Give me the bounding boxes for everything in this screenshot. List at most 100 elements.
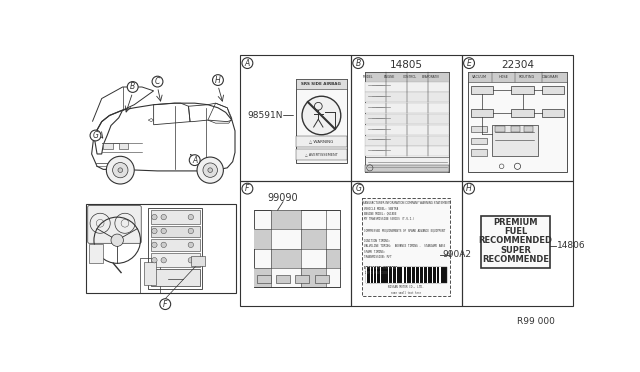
Bar: [271, 210, 301, 230]
Text: △ AVERTISSEMENT: △ AVERTISSEMENT: [305, 153, 338, 157]
Bar: [481, 216, 550, 268]
Bar: [542, 109, 564, 117]
Text: A: A: [192, 155, 197, 165]
Circle shape: [208, 168, 212, 173]
Text: A: A: [244, 59, 250, 68]
Text: TRANSMISSION: M/T: TRANSMISSION: M/T: [364, 255, 392, 259]
Circle shape: [161, 228, 166, 234]
Bar: [296, 150, 347, 160]
Bar: [411, 267, 412, 283]
Bar: [145, 262, 156, 285]
Circle shape: [152, 242, 157, 247]
Text: G: G: [93, 131, 99, 140]
Bar: [380, 267, 381, 283]
Text: PREMIUM: PREMIUM: [493, 218, 538, 227]
Text: C: C: [155, 77, 160, 86]
Circle shape: [188, 228, 193, 234]
Bar: [365, 114, 449, 124]
Bar: [315, 275, 329, 283]
Bar: [365, 92, 449, 102]
Bar: [365, 81, 449, 92]
Circle shape: [152, 214, 157, 220]
Text: NISSAN MOTOR CO., LTD.: NISSAN MOTOR CO., LTD.: [388, 285, 424, 289]
Text: IGNITION TIMING:: IGNITION TIMING:: [364, 239, 390, 243]
Text: INFORMATION: INFORMATION: [364, 271, 388, 275]
Circle shape: [113, 163, 128, 178]
Bar: [366, 267, 367, 283]
Bar: [365, 157, 449, 173]
Bar: [296, 78, 347, 89]
Circle shape: [152, 228, 157, 234]
Bar: [148, 208, 202, 289]
Bar: [241, 55, 351, 181]
Circle shape: [90, 130, 101, 141]
Text: B: B: [356, 59, 361, 68]
FancyBboxPatch shape: [88, 206, 141, 243]
Bar: [492, 125, 538, 155]
Text: B: B: [130, 83, 135, 92]
Text: H: H: [466, 184, 472, 193]
Circle shape: [463, 58, 474, 68]
Bar: [472, 126, 487, 132]
Text: EMISSION CONTROL: EMISSION CONTROL: [364, 266, 399, 270]
Text: R99 000: R99 000: [517, 317, 555, 326]
Bar: [373, 267, 374, 283]
Text: G: G: [355, 184, 361, 193]
Bar: [472, 109, 493, 117]
Circle shape: [161, 257, 166, 263]
Text: ROUTING: ROUTING: [518, 75, 534, 79]
Circle shape: [242, 183, 253, 194]
Circle shape: [161, 214, 166, 220]
Bar: [511, 126, 520, 132]
Text: VEHICLE MODEL: SENTRA: VEHICLE MODEL: SENTRA: [364, 207, 399, 211]
Circle shape: [353, 58, 364, 68]
Circle shape: [111, 234, 124, 246]
Circle shape: [463, 183, 474, 194]
Bar: [365, 103, 449, 113]
Text: F: F: [245, 184, 250, 193]
Bar: [351, 55, 462, 181]
Bar: [472, 150, 487, 155]
Text: ENGINE MODEL: QG18DE: ENGINE MODEL: QG18DE: [364, 212, 397, 216]
Circle shape: [197, 157, 223, 183]
Bar: [241, 181, 351, 307]
Bar: [103, 143, 113, 150]
Bar: [468, 73, 566, 81]
Bar: [362, 198, 451, 296]
Bar: [462, 181, 573, 307]
Text: VALVOLINE TIMING:  ADVANCE TIMING -  STANDARD BASE: VALVOLINE TIMING: ADVANCE TIMING - STAND…: [364, 244, 445, 248]
Bar: [296, 275, 309, 283]
Circle shape: [161, 242, 166, 247]
Text: VACUUM: VACUUM: [472, 75, 488, 79]
Bar: [511, 86, 534, 94]
Text: SRS SIDE AIRBAG: SRS SIDE AIRBAG: [301, 81, 341, 86]
Circle shape: [106, 156, 134, 184]
Bar: [432, 267, 433, 283]
Text: 98591N: 98591N: [248, 111, 283, 120]
Bar: [271, 249, 301, 268]
Text: E: E: [467, 59, 472, 68]
Bar: [495, 126, 505, 132]
Bar: [150, 240, 200, 251]
Bar: [254, 210, 340, 287]
Text: HOSE: HOSE: [498, 75, 508, 79]
Circle shape: [118, 168, 123, 173]
Bar: [468, 73, 566, 173]
Text: RECOMMENDED: RECOMMENDED: [479, 237, 552, 246]
Bar: [392, 267, 393, 283]
Text: ENGINE: ENGINE: [383, 75, 395, 79]
Bar: [301, 230, 326, 249]
Bar: [462, 55, 573, 181]
Text: 14806: 14806: [557, 241, 586, 250]
Bar: [254, 230, 271, 249]
Bar: [296, 136, 347, 147]
Text: 990A2: 990A2: [442, 250, 471, 259]
Bar: [86, 204, 236, 293]
Bar: [365, 125, 449, 135]
Text: 22304: 22304: [501, 60, 534, 70]
Text: FUEL: FUEL: [504, 227, 527, 236]
Text: EVAPORATIV: EVAPORATIV: [422, 75, 440, 79]
Bar: [296, 78, 347, 163]
Circle shape: [188, 242, 193, 247]
Circle shape: [353, 183, 364, 194]
